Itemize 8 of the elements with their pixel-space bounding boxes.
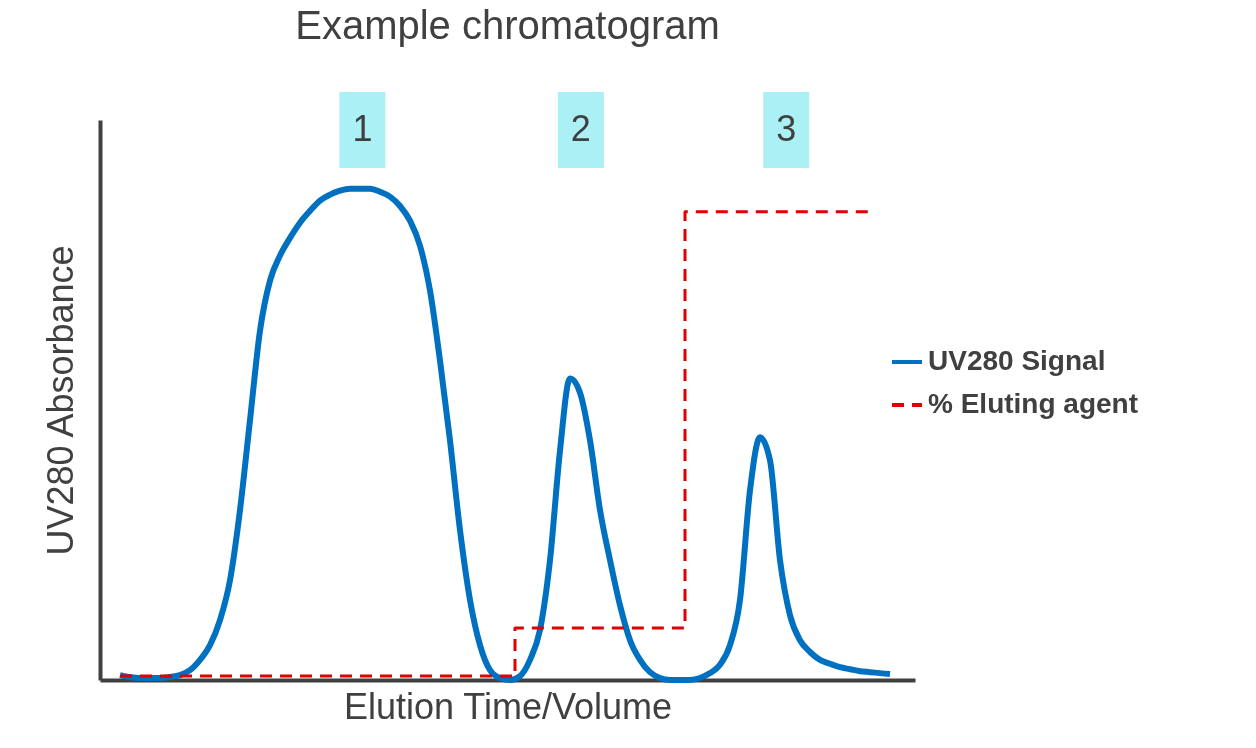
text: 2 [570,108,591,149]
x-axis-title: Elution Time/Volume [343,685,673,727]
text: 3 [776,108,797,149]
chart-title: Example chromatogram [295,3,720,47]
y-axis-title: UV280 Absorbance [39,245,81,556]
legend-label: % Eluting agent [928,388,1138,419]
text: 1 [352,108,373,149]
legend-label: UV280 Signal [928,345,1106,376]
